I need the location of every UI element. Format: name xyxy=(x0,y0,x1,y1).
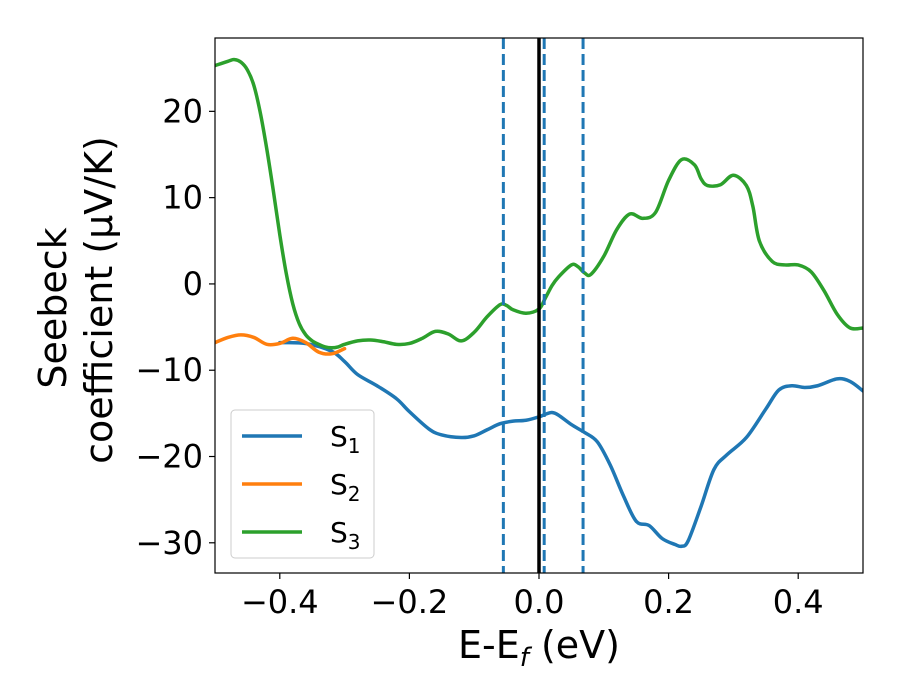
legend-box xyxy=(230,409,375,559)
y-tick-label: 10 xyxy=(162,179,203,217)
x-tick-label: 0.2 xyxy=(643,583,694,621)
x-axis-label: E-Ef (eV) xyxy=(458,623,620,673)
legend-label: S3 xyxy=(330,516,361,554)
y-tick-label: −10 xyxy=(135,351,203,389)
plot-area xyxy=(215,38,863,573)
legend: S1 S2 S3 xyxy=(230,409,375,559)
legend-item-s1: S1 xyxy=(242,420,361,458)
y-axis-label-line2: coefficient (μV/K) xyxy=(77,136,121,464)
legend-item-s3: S3 xyxy=(242,516,361,554)
y-tick-label: 0 xyxy=(183,265,203,303)
axis-ticks: −0.4 −0.2 0.0 0.2 0.4 −30 −20 −10 0 10 20 xyxy=(135,92,823,621)
x-tick-label: −0.4 xyxy=(241,583,319,621)
y-tick-label: −30 xyxy=(135,524,203,562)
x-tick-label: 0.4 xyxy=(773,583,824,621)
x-tick-label: −0.2 xyxy=(371,583,449,621)
legend-label: S2 xyxy=(330,468,361,506)
y-axis-label-line1: Seebeck xyxy=(31,227,75,388)
y-tick-label: −20 xyxy=(135,438,203,476)
y-tick-label: 20 xyxy=(162,92,203,130)
series-line-s3 xyxy=(215,57,863,350)
legend-item-s2: S2 xyxy=(242,468,361,506)
x-tick-label: 0.0 xyxy=(514,583,565,621)
legend-label: S1 xyxy=(330,420,361,458)
series-line-s2 xyxy=(215,333,347,356)
